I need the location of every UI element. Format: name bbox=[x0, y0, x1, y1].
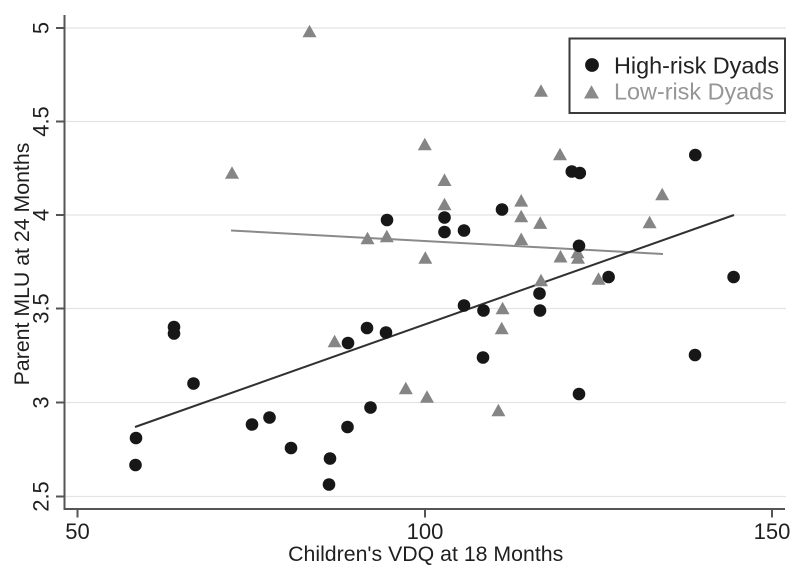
svg-text:4: 4 bbox=[29, 209, 54, 221]
svg-text:50: 50 bbox=[65, 519, 89, 544]
svg-text:3: 3 bbox=[29, 396, 54, 408]
svg-text:4.5: 4.5 bbox=[29, 106, 54, 137]
svg-text:Children's VDQ at 18 Months: Children's VDQ at 18 Months bbox=[288, 542, 563, 566]
svg-text:150: 150 bbox=[754, 519, 791, 544]
svg-text:100: 100 bbox=[407, 519, 444, 544]
svg-text:High-risk Dyads: High-risk Dyads bbox=[614, 53, 779, 79]
svg-text:5: 5 bbox=[29, 22, 54, 34]
svg-text:Parent MLU at 24 Months: Parent MLU at 24 Months bbox=[10, 143, 34, 386]
svg-text:Low-risk Dyads: Low-risk Dyads bbox=[614, 79, 774, 105]
svg-text:3.5: 3.5 bbox=[29, 293, 54, 324]
svg-text:2.5: 2.5 bbox=[29, 481, 54, 512]
